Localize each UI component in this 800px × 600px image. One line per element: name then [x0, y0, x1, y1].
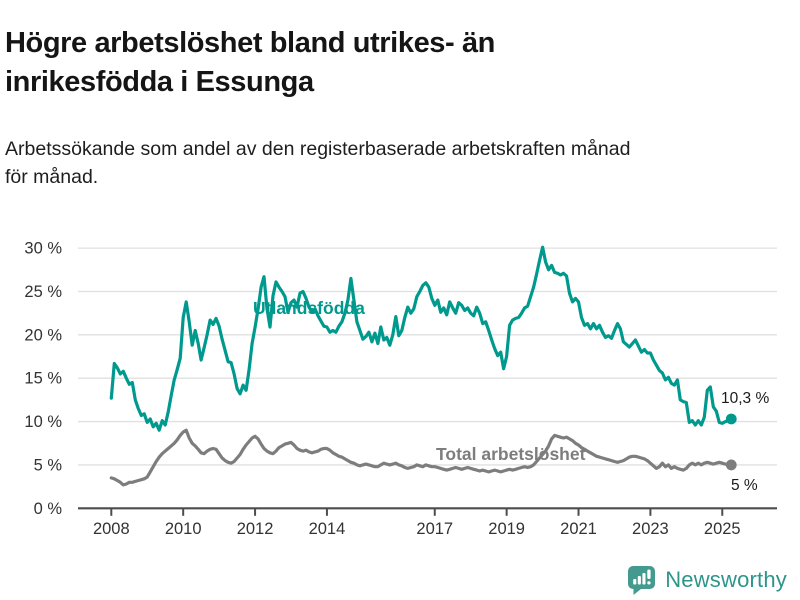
- newsworthy-logo: Newsworthy: [627, 564, 787, 595]
- x-tick-label: 2021: [560, 520, 597, 538]
- x-tick-label: 2025: [704, 520, 741, 538]
- x-tick-label: 2014: [309, 520, 346, 538]
- x-tick-label: 2008: [93, 520, 130, 538]
- series-line-utlandsf-dda: [109, 245, 733, 432]
- end-value-total-arbetsloshet: 5 %: [731, 477, 758, 494]
- x-tick-label: 2017: [416, 520, 453, 538]
- series-line-total-arbetsl-shet: [109, 428, 733, 487]
- newsworthy-brand-text: Newsworthy: [665, 566, 787, 592]
- y-tick-label: 30 %: [24, 240, 62, 258]
- x-tick-label: 2019: [488, 520, 525, 538]
- y-tick-label: 20 %: [24, 326, 62, 344]
- y-tick-label: 25 %: [24, 283, 62, 301]
- series-end-dot-total-arbetsl-shet: [725, 459, 737, 471]
- y-tick-label: 5 %: [34, 456, 63, 474]
- x-tick-label: 2010: [165, 520, 202, 538]
- end-value-utlandsfodda: 10,3 %: [721, 390, 769, 407]
- x-tick-label: 2012: [237, 520, 274, 538]
- series-label-utlandsfodda: Utlandsfödda: [253, 298, 365, 318]
- y-tick-label: 15 %: [24, 370, 62, 388]
- y-tick-label: 10 %: [24, 413, 62, 431]
- series-label-total-arbetsloshet: Total arbetslöshet: [436, 444, 586, 464]
- chart-subtitle: Arbetssökande som andel av den registerb…: [5, 137, 631, 188]
- newsworthy-bubble-icon: [628, 566, 656, 595]
- page-title: Högre arbetslöshet bland utrikes- än inr…: [5, 27, 495, 98]
- series-end-dot-utlandsf-dda: [725, 413, 737, 425]
- x-tick-label: 2023: [632, 520, 669, 538]
- y-tick-label: 0 %: [34, 500, 63, 518]
